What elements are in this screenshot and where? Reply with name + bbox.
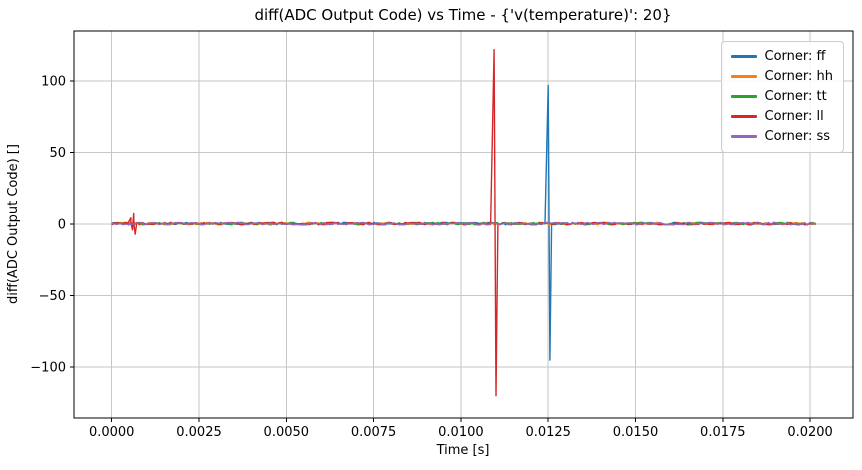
y-tick-label: 50 xyxy=(49,146,66,161)
series-line-tt xyxy=(111,221,817,226)
legend: Corner: ff Corner: hh Corner: tt Corner: ll… xyxy=(720,41,844,153)
x-tick-label: 0.0075 xyxy=(351,425,397,440)
y-tick-label: 100 xyxy=(41,75,66,90)
legend-line-swatch-tt xyxy=(730,95,757,98)
x-tick-label: 0.0100 xyxy=(438,425,484,440)
chart-title: diff(ADC Output Code) vs Time - {'v(temp… xyxy=(254,6,671,24)
legend-label-tt: Corner: tt xyxy=(764,89,827,104)
x-tick-label: 0.0025 xyxy=(176,425,222,440)
x-tick-label: 0.0050 xyxy=(264,425,310,440)
legend-label-ff: Corner: ff xyxy=(764,49,826,64)
x-tick-label: 0.0200 xyxy=(787,425,833,440)
x-tick-label: 0.0150 xyxy=(613,425,659,440)
x-tick-label: 0.0125 xyxy=(525,425,571,440)
legend-line-swatch-ll xyxy=(730,115,757,118)
y-tick-label: −50 xyxy=(39,289,66,304)
tick-layer: 0.0000 0.0025 0.0050 0.0075 0.0100 0.0125 0.01… xyxy=(30,75,833,440)
x-tick-label: 0.0175 xyxy=(700,425,746,440)
series-layer xyxy=(111,48,817,397)
legend-item-ss: Corner: ss xyxy=(730,128,834,145)
legend-item-tt: Corner: tt xyxy=(730,88,834,105)
legend-label-ll: Corner: ll xyxy=(764,109,824,124)
legend-item-hh: Corner: hh xyxy=(730,68,834,85)
x-axis-label: Time [s] xyxy=(436,443,490,458)
legend-item-ll: Corner: ll xyxy=(730,108,834,125)
legend-label-ss: Corner: ss xyxy=(764,129,831,144)
legend-line-swatch-ff xyxy=(730,55,757,58)
legend-item-ff: Corner: ff xyxy=(730,48,834,65)
legend-line-swatch-ss xyxy=(730,135,757,138)
y-tick-label: 0 xyxy=(58,218,66,233)
y-tick-label: −100 xyxy=(30,361,66,376)
legend-line-swatch-hh xyxy=(730,75,757,78)
legend-label-hh: Corner: hh xyxy=(764,69,834,84)
series-line-ss xyxy=(111,221,816,226)
x-tick-label: 0.0000 xyxy=(89,425,135,440)
y-axis-label: diff(ADC Output Code) [] xyxy=(6,144,21,304)
